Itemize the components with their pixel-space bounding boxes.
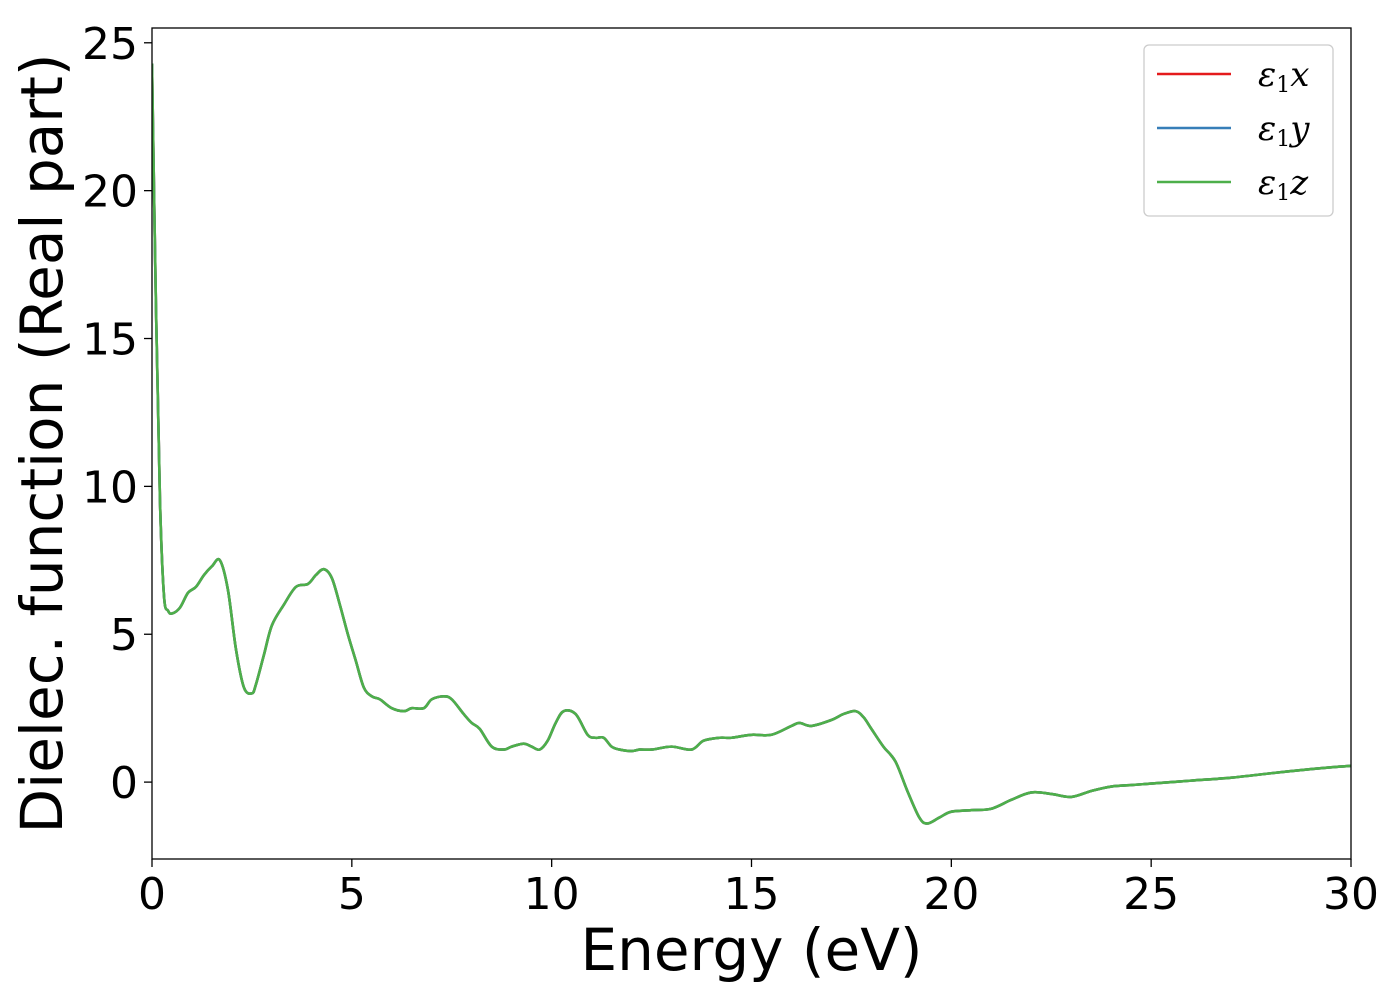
legend-label-main: ε [1258,109,1276,149]
y-tick-label: 25 [82,19,138,70]
legend-label-subscript: 1 [1276,181,1290,206]
x-tick-label: 25 [1123,869,1179,920]
y-tick-label: 5 [110,610,138,661]
legend-label-main: ε [1258,55,1276,95]
legend-box [1143,44,1334,217]
series-line-z [152,63,1351,825]
y-tick-label: 10 [82,462,138,513]
x-tick-label: 30 [1323,869,1379,920]
y-axis-ticks: 0 5 10 15 20 25 [82,19,152,809]
legend-label: ε1y [1258,109,1310,152]
x-tick-label: 20 [923,869,979,920]
legend-label: ε1z [1258,163,1309,206]
legend-label-suffix: x [1290,55,1309,95]
y-axis-label: Dielec. function (Real part) [8,53,76,833]
y-tick-label: 0 [110,758,138,809]
legend-label-subscript: 1 [1276,127,1290,152]
legend-item-z: ε1z [1157,163,1309,206]
x-tick-label: 15 [724,869,780,920]
legend-label-suffix: z [1289,163,1309,203]
x-tick-label: 5 [338,869,366,920]
x-axis-label: Energy (eV) [580,916,922,984]
x-tick-label: 0 [138,869,166,920]
x-axis-ticks: 0 5 10 15 20 25 30 [138,859,1379,920]
series-layer [152,63,1351,825]
legend-label-main: ε [1258,163,1276,203]
x-tick-label: 10 [524,869,580,920]
y-tick-label: 20 [82,167,138,218]
legend-item-x: ε1x [1157,55,1309,98]
legend-label-suffix: y [1288,109,1310,149]
legend-label-subscript: 1 [1276,73,1290,98]
legend-label: ε1x [1258,55,1309,98]
y-tick-label: 15 [82,315,138,366]
plot-area-frame [151,27,1352,860]
legend-item-y: ε1y [1157,109,1310,152]
